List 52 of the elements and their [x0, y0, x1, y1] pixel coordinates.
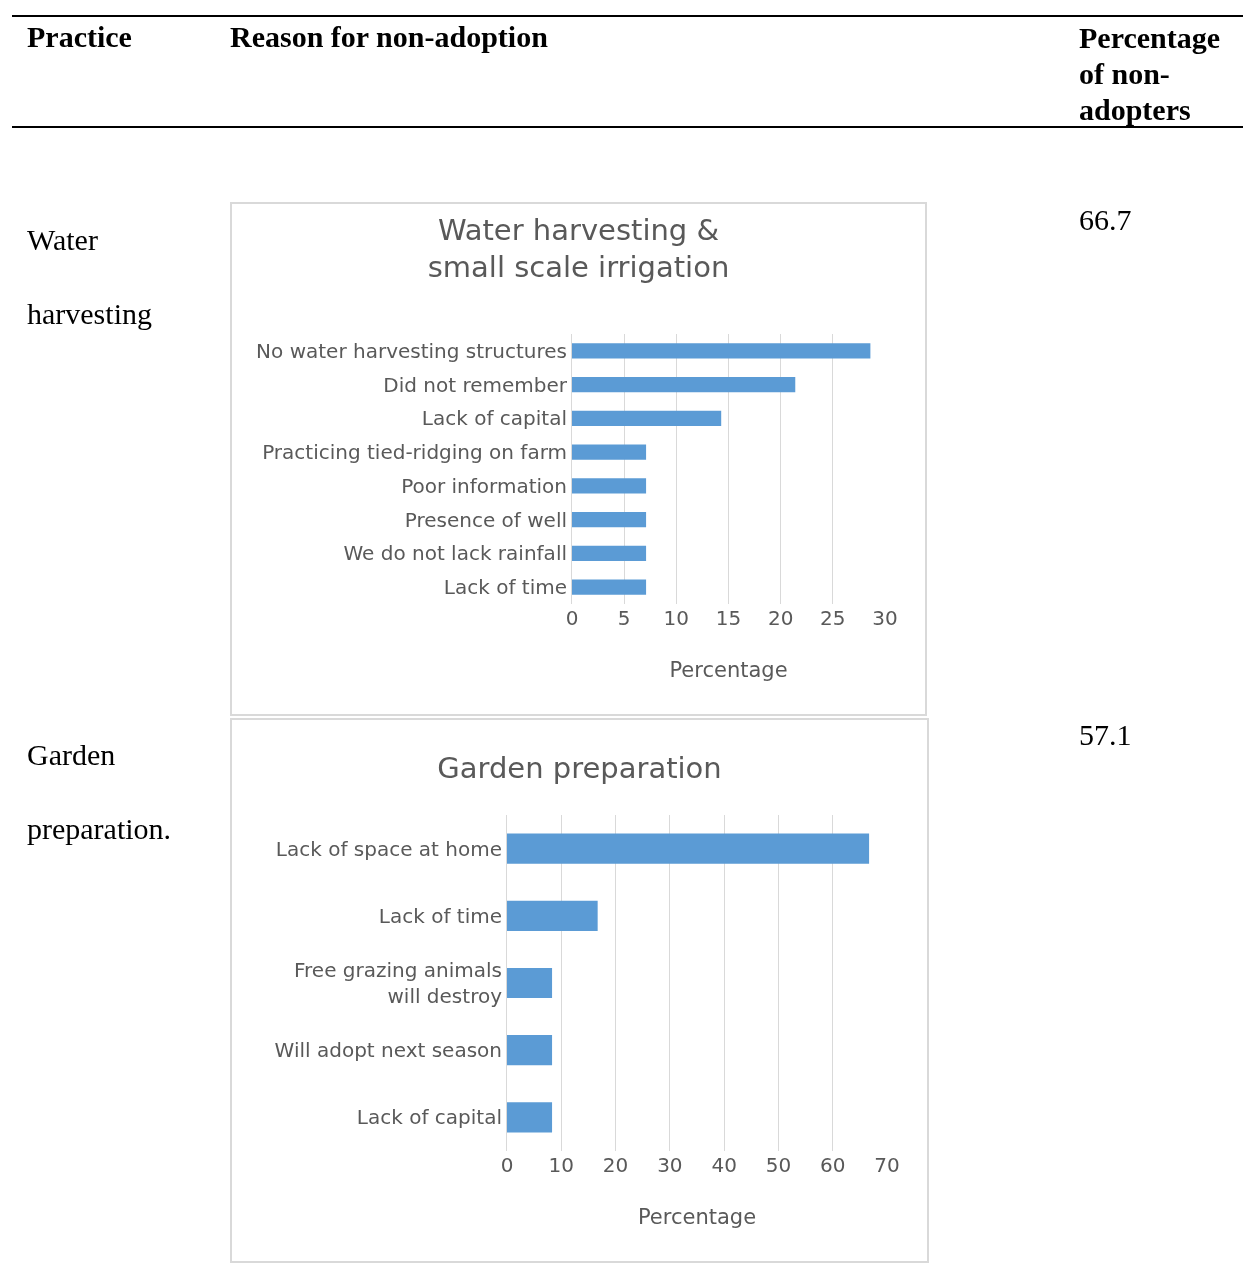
bar: [572, 512, 647, 528]
bar: [572, 478, 647, 494]
x-tick-label: 5: [617, 606, 631, 630]
x-tick-label: 0: [565, 606, 579, 630]
x-tick-label: 30: [657, 1153, 683, 1177]
x-tick-label: 10: [663, 606, 690, 630]
text: Reason for non-adoption: [230, 20, 548, 54]
y-tick-label: Lack of time: [378, 903, 502, 928]
text: Percentage of non-adopters: [1079, 20, 1222, 128]
bar: [572, 444, 647, 460]
bar: [572, 545, 647, 561]
text: Garden preparation.: [27, 738, 172, 845]
y-tick-label: Lack of time: [443, 575, 567, 600]
bar: [507, 1102, 553, 1133]
bar: [572, 343, 871, 359]
x-tick-label: 15: [715, 606, 742, 630]
chart-title: Garden preparation: [437, 751, 722, 786]
x-tick-label: 40: [711, 1153, 737, 1177]
bar: [507, 1035, 553, 1066]
x-tick-label: 10: [548, 1153, 575, 1177]
x-axis-title: Percentage: [669, 658, 788, 682]
y-tick-label: Practicing tied-ridging on farm: [262, 440, 567, 465]
x-tick-label: 60: [819, 1153, 846, 1177]
y-tick-label: No water harvesting structures: [256, 338, 567, 363]
text: Practice: [27, 20, 132, 54]
bar: [572, 410, 722, 426]
y-tick-label: Free grazing animals will destroy: [294, 958, 503, 1008]
bar: [507, 900, 598, 931]
y-tick-label: Poor information: [401, 473, 567, 498]
x-tick-label: 50: [765, 1153, 792, 1177]
bar: [507, 833, 870, 864]
x-tick-label: 20: [767, 606, 794, 630]
x-axis-title: Percentage: [637, 1205, 757, 1229]
text: Water harvesting: [27, 223, 152, 330]
y-tick-label: We do not lack rainfall: [343, 541, 567, 566]
bar: [572, 377, 796, 393]
text: 66.7: [1079, 203, 1132, 237]
y-tick-label: Did not remember: [383, 372, 568, 397]
x-tick-label: 0: [500, 1153, 514, 1177]
text: 57.1: [1079, 718, 1132, 752]
x-tick-label: 25: [820, 606, 846, 630]
bar: [507, 967, 553, 999]
x-tick-label: 20: [602, 1153, 629, 1177]
y-tick-label: Lack of capital: [421, 406, 567, 431]
chart-title: Water harvesting & small scale irrigation: [427, 212, 730, 285]
y-tick-label: Lack of capital: [356, 1105, 502, 1130]
x-tick-label: 70: [874, 1153, 900, 1177]
bar: [572, 579, 647, 595]
y-tick-label: Presence of well: [404, 507, 567, 532]
y-tick-label: Lack of space at home: [275, 836, 502, 861]
x-tick-label: 30: [872, 606, 898, 630]
y-tick-label: Will adopt next season: [274, 1038, 502, 1063]
